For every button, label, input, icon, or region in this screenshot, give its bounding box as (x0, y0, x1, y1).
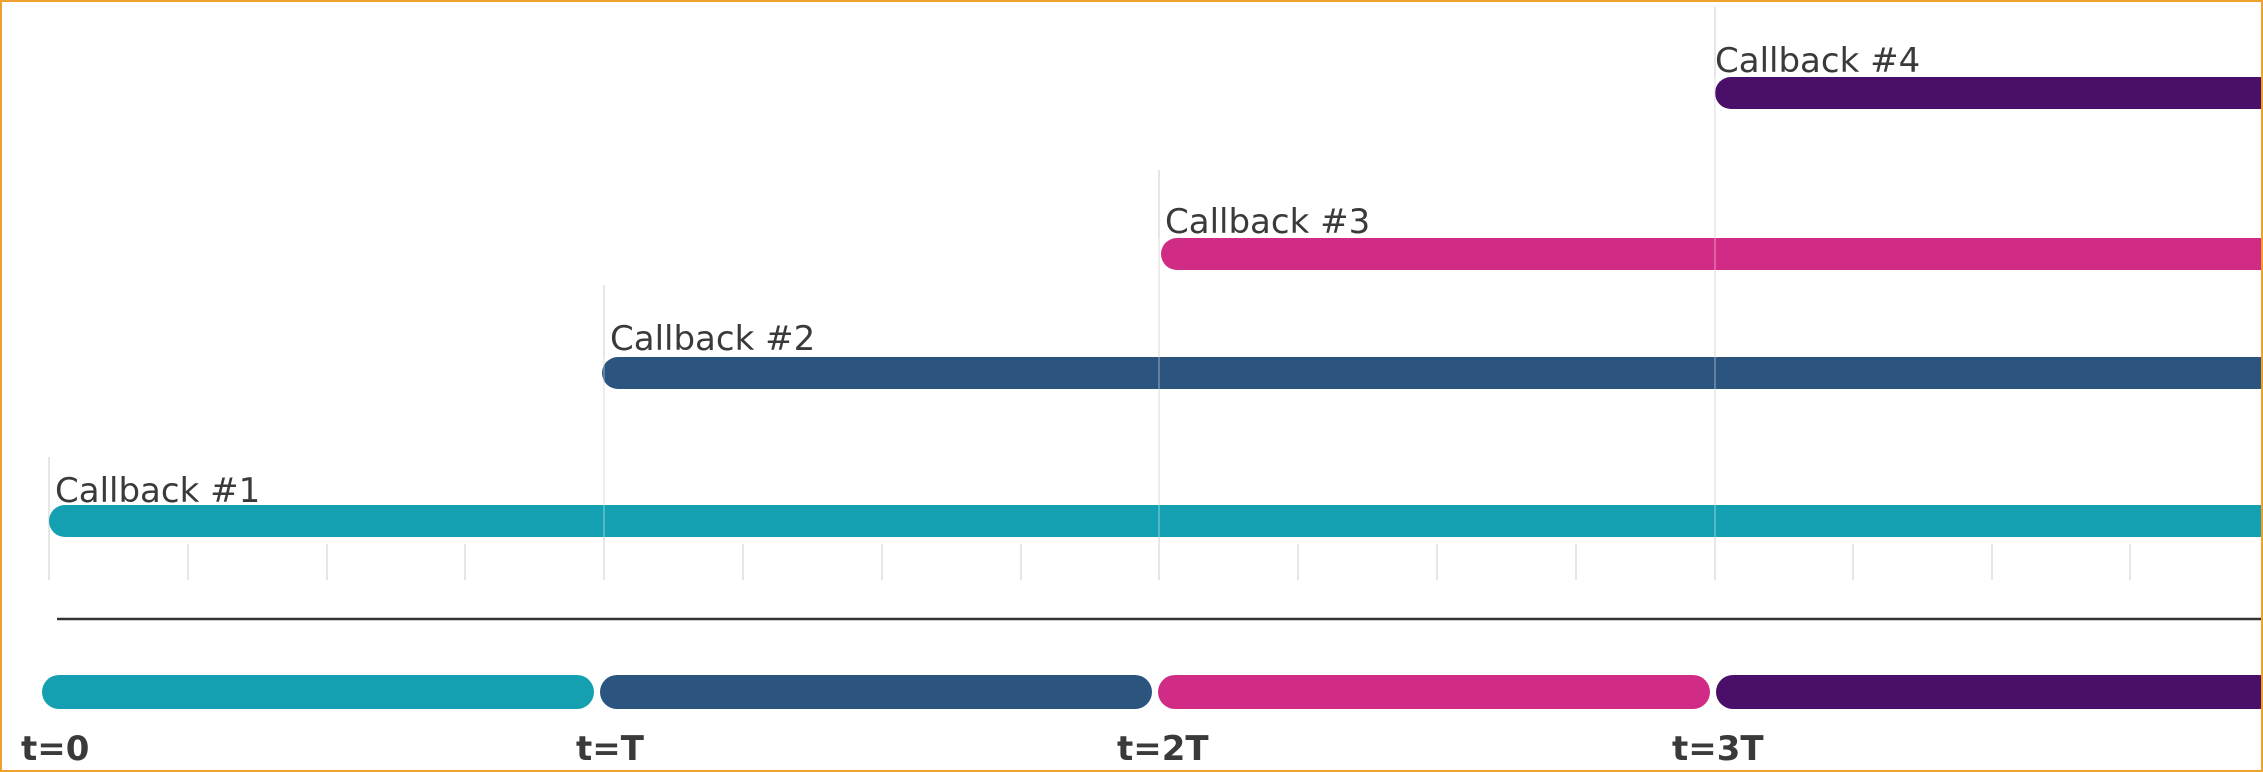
callback-3-bar (1161, 238, 2261, 270)
bar-guide-overlay (603, 77, 1716, 537)
minor-ticks (187, 544, 2131, 580)
period-segment-2 (600, 675, 1152, 709)
callback-1-bar (49, 505, 2261, 537)
callback-2-bar (602, 357, 2261, 389)
callback-4-bar (1715, 77, 2261, 109)
time-label-0: t=0 (21, 729, 89, 769)
callback-4-label: Callback #4 (1715, 41, 1920, 81)
time-label-2: t=2T (1117, 729, 1209, 769)
period-segment-3 (1158, 675, 1710, 709)
callback-1-label: Callback #1 (55, 471, 260, 511)
period-segment-4 (1716, 675, 2261, 709)
callback-3-label: Callback #3 (1165, 202, 1370, 242)
period-segment-1 (42, 675, 594, 709)
time-label-1: t=T (576, 729, 645, 769)
callback-2-label: Callback #2 (610, 319, 815, 359)
time-label-3: t=3T (1672, 729, 1764, 769)
